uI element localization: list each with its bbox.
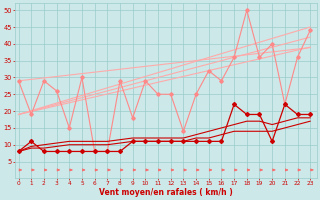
- X-axis label: Vent moyen/en rafales ( km/h ): Vent moyen/en rafales ( km/h ): [99, 188, 233, 197]
